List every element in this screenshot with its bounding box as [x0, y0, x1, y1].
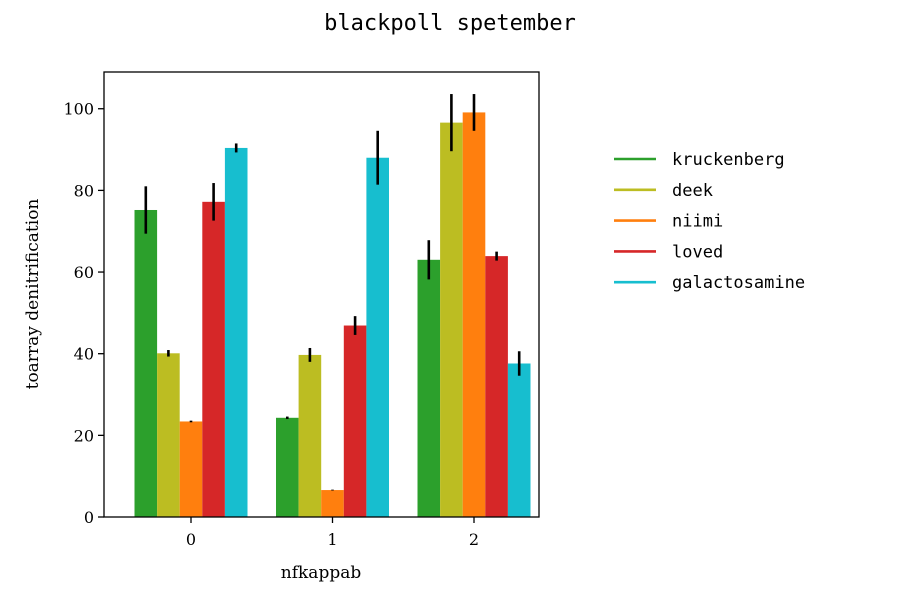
- bar-deek-1: [298, 354, 322, 517]
- plot-frame: [103, 71, 540, 518]
- bar-galactosamine-1: [366, 157, 389, 517]
- legend-label-niimi: niimi: [672, 212, 723, 232]
- x-axis: 0 1 2: [186, 517, 479, 549]
- y-axis-label: toarray denitrification: [23, 199, 43, 390]
- bar-niimi-0: [179, 421, 203, 517]
- legend-label-loved: loved: [672, 242, 723, 262]
- bar-kruckenberg-1: [276, 417, 299, 517]
- x-tick-label-0: 0: [186, 530, 196, 549]
- y-tick-label-80: 80: [74, 181, 94, 200]
- bars-layer: [134, 112, 531, 518]
- bar-loved-2: [485, 256, 508, 517]
- bar-deek-2: [440, 122, 463, 518]
- y-tick-label-100: 100: [63, 100, 94, 119]
- y-tick-label-40: 40: [74, 345, 94, 364]
- y-tick-label-20: 20: [74, 426, 94, 445]
- bar-galactosamine-0: [224, 147, 248, 517]
- chart-title: blackpoll spetember: [324, 11, 576, 36]
- x-tick-label-2: 2: [469, 530, 479, 549]
- bar-kruckenberg-2: [417, 259, 441, 517]
- legend-label-deek: deek: [672, 181, 713, 201]
- bar-niimi-1: [321, 490, 344, 517]
- legend-label-galactosamine: galactosamine: [672, 273, 805, 293]
- x-axis-label: nfkappab: [281, 563, 362, 583]
- bar-kruckenberg-0: [134, 209, 158, 517]
- legend: kruckenberg deek niimi loved galactosamine: [614, 150, 805, 293]
- y-tick-label-60: 60: [74, 263, 94, 282]
- y-tick-label-0: 0: [84, 508, 94, 527]
- bar-niimi-2: [462, 112, 486, 518]
- error-bars-layer: [144, 94, 521, 491]
- y-axis: 0 20 40 60 80 100: [63, 100, 104, 527]
- bar-galactosamine-2: [507, 363, 531, 517]
- bar-loved-0: [202, 201, 225, 517]
- x-tick-label-1: 1: [327, 530, 337, 549]
- bar-deek-0: [157, 353, 180, 517]
- legend-label-kruckenberg: kruckenberg: [672, 150, 785, 170]
- bar-loved-1: [343, 325, 367, 517]
